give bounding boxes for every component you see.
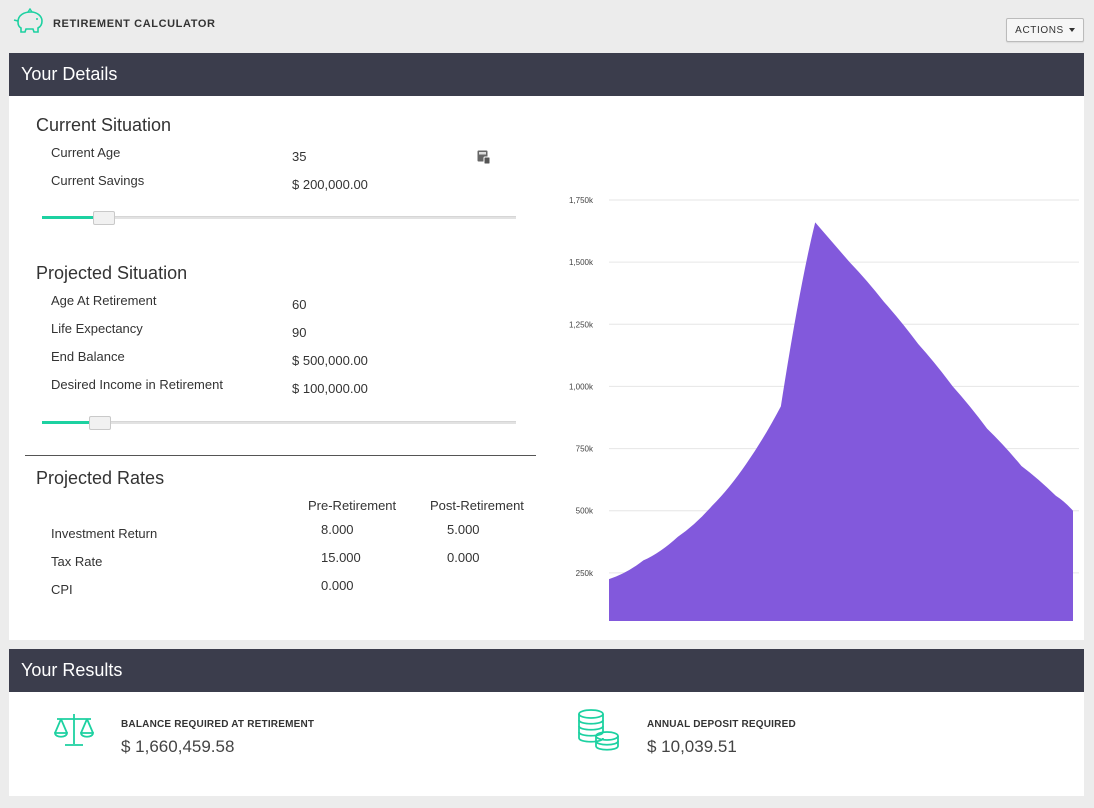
piggy-bank-icon [13, 8, 43, 33]
caret-down-icon [1068, 28, 1075, 32]
projected-rates-title: Projected Rates [36, 468, 165, 488]
section-divider [25, 455, 536, 456]
tax-rate-pre[interactable]: 15.000 [321, 550, 361, 565]
annual-deposit-value: $ 10,039.51 [647, 737, 737, 756]
tax-rate-post[interactable]: 0.000 [447, 550, 480, 565]
desired-income-label: Desired Income in Retirement [51, 377, 223, 392]
end-balance-value[interactable]: $ 500,000.00 [292, 353, 368, 368]
tax-rate-label: Tax Rate [51, 554, 103, 569]
desired-income-value[interactable]: $ 100,000.00 [292, 381, 368, 396]
results-panel: Your Results BALANCE REQUIRED AT RETIREM… [9, 649, 1084, 796]
cpi-label: CPI [51, 582, 73, 597]
investment-return-post[interactable]: 5.000 [447, 522, 480, 537]
retire-age-value[interactable]: 60 [292, 297, 307, 312]
scales-icon [54, 714, 94, 746]
current-situation-slider[interactable] [42, 211, 516, 225]
slider-fill [42, 421, 97, 424]
y-tick-label: 250k [576, 569, 594, 578]
investment-return-label: Investment Return [51, 526, 158, 541]
y-tick-label: 1,500k [569, 258, 594, 267]
current-age-value[interactable]: 35 [292, 149, 307, 164]
post-retirement-header: Post-Retirement [430, 498, 524, 513]
end-balance-label: End Balance [51, 349, 125, 364]
calculator-icon[interactable] [477, 150, 490, 164]
investment-return-pre[interactable]: 8.000 [321, 522, 354, 537]
y-tick-label: 500k [576, 507, 594, 516]
current-age-label: Current Age [51, 145, 121, 160]
retire-age-label: Age At Retirement [51, 293, 157, 308]
current-situation-title: Current Situation [36, 115, 172, 135]
slider-handle[interactable] [89, 416, 111, 430]
annual-deposit-label: ANNUAL DEPOSIT REQUIRED [647, 719, 796, 730]
slider-fill [42, 216, 101, 219]
retirement-savings-area [609, 222, 1073, 621]
life-expectancy-label: Life Expectancy [51, 321, 143, 336]
actions-button[interactable]: ACTIONS [1006, 18, 1084, 42]
actions-label: ACTIONS [1015, 24, 1064, 36]
y-tick-label: 1,000k [569, 382, 594, 391]
projected-situation-slider[interactable] [42, 416, 516, 430]
current-savings-label: Current Savings [51, 173, 145, 188]
y-tick-label: 750k [576, 445, 594, 454]
pre-retirement-header: Pre-Retirement [308, 498, 397, 513]
projected-situation-title: Projected Situation [36, 263, 188, 283]
details-panel: Your Details Current Situation Current A… [9, 53, 1084, 640]
app-title: RETIREMENT CALCULATOR [53, 18, 216, 30]
coins-stack-icon [578, 709, 619, 751]
balance-required-label: BALANCE REQUIRED AT RETIREMENT [121, 719, 315, 730]
cpi-pre[interactable]: 0.000 [321, 578, 354, 593]
slider-handle[interactable] [93, 211, 115, 225]
balance-required-value: $ 1,660,459.58 [121, 737, 235, 756]
details-header: Your Details [9, 53, 1084, 96]
y-tick-label: 1,750k [569, 196, 594, 205]
slider-track [42, 421, 516, 424]
results-header: Your Results [9, 649, 1084, 692]
y-tick-label: 1,250k [569, 320, 594, 329]
life-expectancy-value[interactable]: 90 [292, 325, 307, 340]
current-savings-value[interactable]: $ 200,000.00 [292, 177, 368, 192]
slider-track [42, 216, 516, 219]
top-bar: RETIREMENT CALCULATOR ACTIONS [0, 0, 1094, 52]
